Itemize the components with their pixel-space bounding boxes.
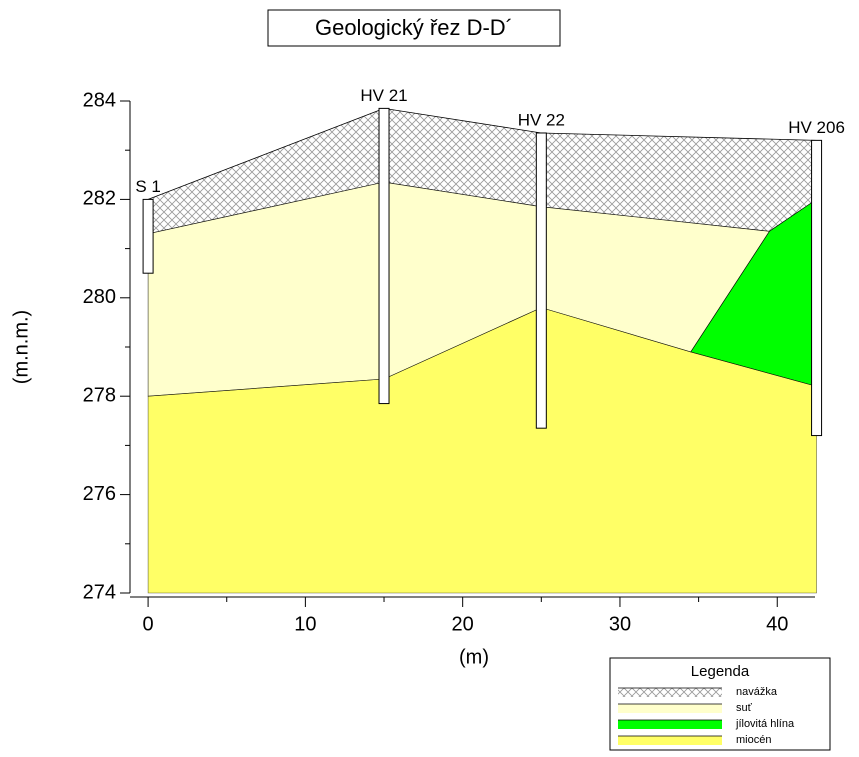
chart: Geologický řez D-D´ (m) (m.n.m.) S 1 HV 2… — [0, 0, 859, 757]
x-tick-label: 40 — [766, 613, 788, 635]
legend-swatch — [618, 736, 722, 745]
y-tick-label: 284 — [83, 89, 116, 111]
plot-area: S 1 HV 21 HV 22 HV 206 — [135, 86, 845, 593]
borehole — [143, 199, 153, 273]
legend: Legenda navážka suť jílovitá hlína miocén — [610, 658, 830, 750]
legend-label: miocén — [736, 734, 771, 746]
y-tick-label: 280 — [83, 286, 116, 308]
borehole — [536, 133, 546, 428]
legend-swatch — [618, 720, 722, 729]
x-tick-label: 30 — [609, 613, 631, 635]
legend-label: navážka — [736, 686, 778, 698]
legend-swatch — [618, 704, 722, 713]
borehole — [379, 108, 389, 403]
borehole-label: HV 22 — [518, 110, 565, 129]
x-tick-label: 20 — [452, 613, 474, 635]
legend-label: jílovitá hlína — [735, 718, 795, 730]
borehole-label: HV 206 — [788, 118, 845, 137]
y-tick-label: 282 — [83, 188, 116, 210]
x-tick-label: 0 — [143, 613, 154, 635]
y-axis-label: (m.n.m.) — [10, 310, 32, 384]
y-tick-label: 278 — [83, 384, 116, 406]
y-tick-label: 274 — [83, 581, 116, 603]
chart-title: Geologický řez D-D´ — [315, 15, 513, 40]
y-tick-label: 276 — [83, 483, 116, 505]
borehole — [812, 140, 822, 435]
legend-swatch — [618, 688, 722, 697]
x-tick-label: 10 — [294, 613, 316, 635]
legend-label: suť — [736, 702, 753, 714]
borehole-label: S 1 — [135, 177, 161, 196]
borehole-label: HV 21 — [360, 86, 407, 105]
x-axis-label: (m) — [459, 646, 489, 668]
legend-title: Legenda — [691, 663, 750, 680]
